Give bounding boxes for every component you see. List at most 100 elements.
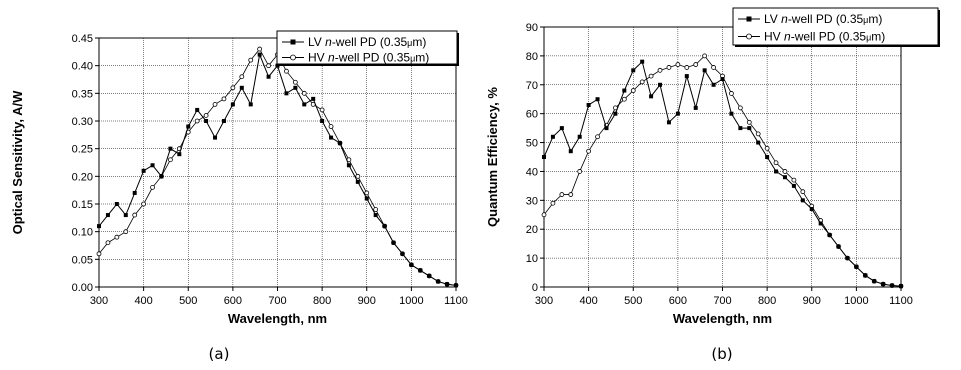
data-point-lv [204,119,209,123]
data-point-lv [382,224,387,229]
legend-label: LV n-well PD (0.35μm) [308,35,426,49]
data-point-lv [177,152,182,157]
data-point-lv [302,102,307,107]
data-point-lv [872,279,877,284]
data-point-lv [595,97,600,102]
x-tick-label: 700 [713,295,731,307]
data-point-lv [329,135,334,140]
data-point-hv [693,62,699,67]
data-point-hv [150,184,155,190]
data-point-lv [248,102,253,107]
data-point-lv [863,273,868,278]
data-point-lv [559,126,564,131]
data-point-lv [114,202,119,206]
data-point-lv [720,77,725,81]
data-point-hv [621,96,627,102]
data-point-lv [550,134,555,139]
y-tick-label: 0.30 [72,116,93,128]
legend-marker-lv [746,16,752,22]
data-point-lv [800,198,805,203]
x-tick-label: 900 [358,295,376,307]
data-point-lv [729,111,734,116]
y-tick-label: 0.25 [72,144,93,156]
x-tick-label: 1000 [399,295,423,307]
y-tick-label: 0.45 [72,33,93,45]
data-point-lv [791,183,796,188]
data-point-hv [541,212,547,218]
data-point-lv [132,190,137,195]
data-point-hv [132,212,138,218]
y-tick-label: 0 [532,282,538,294]
data-point-lv [649,94,654,99]
data-point-hv [141,201,147,207]
data-point-lv [213,135,218,140]
data-point-lv [337,141,342,146]
data-point-lv [141,168,146,173]
x-tick-label: 800 [313,295,331,307]
data-point-lv [577,134,582,139]
data-point-hv [657,67,663,73]
data-point-hv [702,53,708,59]
y-tick-label: 0.15 [72,199,93,211]
data-point-lv [257,52,262,57]
data-point-hv [230,85,236,91]
data-point-lv [266,74,271,79]
data-point-hv [239,74,245,80]
legend-label: HV n-well PD (0.35μm) [308,51,429,65]
data-point-hv [328,124,334,129]
x-tick-label: 1100 [889,295,913,307]
panel-caption: (b) [711,345,732,363]
data-point-hv [96,251,102,257]
data-point-hv [266,63,271,69]
data-point-lv [613,111,618,116]
data-point-lv [105,213,110,218]
data-point-lv [221,119,226,123]
x-tick-label: 700 [268,295,286,307]
data-point-hv [257,46,263,52]
data-point-lv [622,88,627,93]
y-tick-label: 0.05 [72,254,93,266]
data-point-hv [630,88,636,93]
y-tick-label: 30 [526,195,538,207]
data-point-hv [105,240,111,246]
legend-box [732,7,939,46]
data-point-lv [195,107,200,112]
data-point-hv [292,79,298,85]
y-tick-label: 50 [526,138,538,150]
data-point-lv [230,102,235,107]
data-point-lv [168,146,173,151]
data-point-lv [320,119,325,123]
data-point-hv [301,90,307,96]
data-point-lv [854,264,859,269]
y-tick-label: 40 [526,166,538,178]
data-point-hv [639,79,645,85]
data-point-lv [346,163,351,168]
data-point-lv [675,111,680,116]
data-point-lv [640,59,645,64]
legend: LV n-well PD (0.35μm) HV n-well PD (0.35μ… [732,7,940,47]
x-tick-label: 400 [579,295,597,307]
data-point-hv [194,118,200,124]
data-point-hv [319,107,325,113]
data-point-lv [827,233,832,237]
data-point-lv [159,174,164,179]
data-point-lv [186,124,191,129]
data-point-lv [454,283,458,288]
data-point-lv [756,140,761,145]
data-point-lv [818,221,823,226]
data-point-lv [845,256,850,261]
x-tick-label: 300 [535,295,553,307]
y-tick-label: 20 [526,224,538,236]
x-tick-label: 400 [134,295,152,307]
data-point-lv [427,273,432,278]
data-point-lv [738,126,743,131]
data-point-hv [773,160,779,166]
data-point-lv [150,163,155,168]
data-point-hv [764,145,770,151]
x-tick-label: 500 [179,295,197,307]
data-point-lv [658,82,663,87]
data-point-hv [595,134,600,140]
chart-panel-b: 0 10 20 30 40 50 60 70 80 90 300 400 500 600 700 800 900… [485,7,940,363]
data-point-hv [675,62,681,67]
data-point-hv [648,73,654,79]
